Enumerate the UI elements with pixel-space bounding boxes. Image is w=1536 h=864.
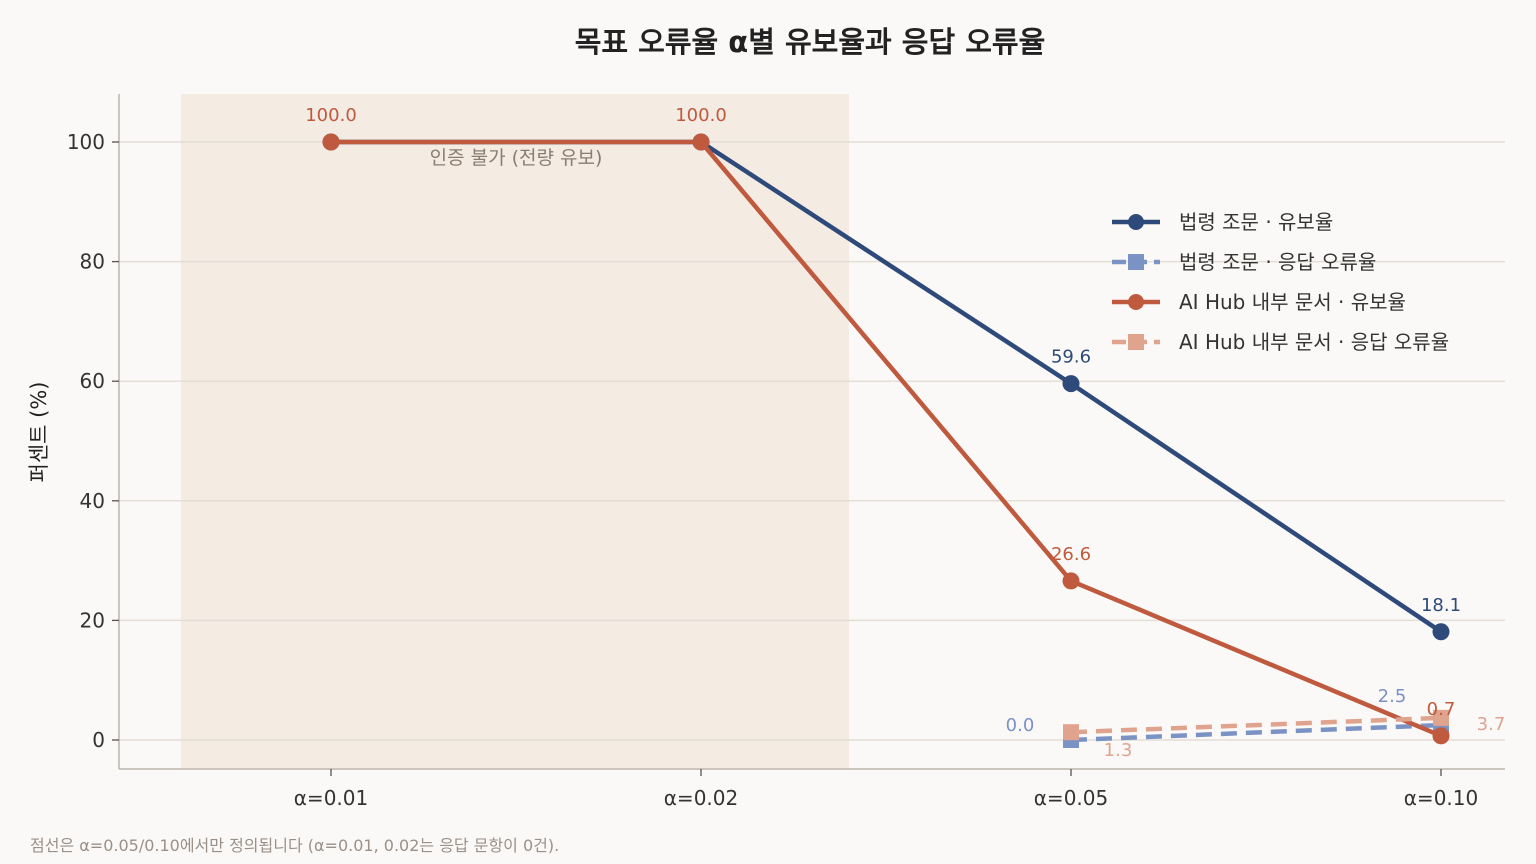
data-label-s2-1: 100.0 — [675, 105, 727, 126]
legend-marker-1 — [1128, 254, 1144, 270]
data-point-s2-0 — [322, 133, 340, 151]
data-label-s3-3: 3.7 — [1477, 714, 1506, 735]
data-point-s2-2 — [1062, 572, 1080, 590]
y-tick-label-60: 60 — [80, 369, 105, 393]
y-tick-label-80: 80 — [80, 250, 105, 274]
x-tick-label-3: α=0.10 — [1404, 786, 1478, 810]
legend-label-3: AI Hub 내부 문서 · 응답 오류율 — [1179, 330, 1449, 354]
data-label-s2-0: 100.0 — [305, 105, 357, 126]
legend-label-2: AI Hub 내부 문서 · 유보율 — [1179, 290, 1406, 314]
x-tick-label-2: α=0.05 — [1034, 786, 1108, 810]
legend-item-1: 법령 조문 · 응답 오류율 — [1112, 250, 1376, 274]
data-point-s3-2 — [1063, 724, 1079, 741]
data-label-layer: 59.6 18.1 0.0 2.5 100.0 100.0 26.6 0.7 1.3 3.7 — [305, 105, 1505, 761]
legend-marker-3 — [1128, 334, 1144, 350]
data-point-s0-3 — [1432, 623, 1450, 641]
series-line-1 — [1070, 722, 1442, 743]
legend-item-3: AI Hub 내부 문서 · 응답 오류율 — [1112, 330, 1449, 354]
series-3 — [1063, 709, 1449, 741]
footnote: 점선은 α=0.05/0.10에서만 정의됩니다 (α=0.01, 0.02는 … — [30, 836, 559, 855]
data-point-s3-3 — [1433, 709, 1449, 726]
shaded-region-layer — [181, 94, 849, 769]
data-point-s2-3 — [1432, 727, 1450, 745]
legend-marker-0 — [1128, 214, 1144, 230]
data-label-s3-2: 1.3 — [1104, 740, 1133, 761]
data-label-s1-3: 2.5 — [1378, 686, 1407, 707]
shaded-region-label: 인증 불가 (전량 유보) — [430, 147, 603, 169]
legend-item-2: AI Hub 내부 문서 · 유보율 — [1112, 290, 1406, 314]
legend-label-1: 법령 조문 · 응답 오류율 — [1179, 250, 1376, 274]
axes-layer: 0 20 40 60 80 100 α=0.01 α=0.02 α=0.05 α=0.10 — [67, 94, 1505, 810]
x-tick-label-0: α=0.01 — [294, 786, 368, 810]
legend-label-0: 법령 조문 · 유보율 — [1179, 210, 1333, 234]
y-tick-label-40: 40 — [80, 489, 105, 513]
y-axis-label: 퍼센트 (%) — [27, 382, 51, 483]
legend-marker-2 — [1128, 294, 1144, 310]
data-label-s1-2: 0.0 — [1006, 715, 1035, 736]
data-label-s0-2: 59.6 — [1051, 347, 1091, 368]
legend-item-0: 법령 조문 · 유보율 — [1112, 210, 1333, 234]
grid-layer — [119, 141, 1505, 741]
y-tick-label-0: 0 — [92, 728, 105, 752]
series-layer — [322, 133, 1450, 748]
series-line-2 — [331, 139, 1442, 738]
chart-title: 목표 오류율 α별 유보율과 응답 오류율 — [575, 25, 1046, 59]
data-label-s0-3: 18.1 — [1421, 595, 1461, 616]
series-line-3 — [1070, 715, 1442, 735]
shaded-region — [181, 94, 849, 769]
series-2 — [322, 133, 1450, 745]
y-tick-label-100: 100 — [67, 130, 105, 154]
y-tick-label-20: 20 — [80, 608, 105, 632]
data-point-s2-1 — [692, 133, 710, 151]
data-point-s0-2 — [1062, 375, 1080, 393]
data-label-s2-3: 0.7 — [1427, 699, 1456, 720]
data-label-s2-2: 26.6 — [1051, 544, 1091, 565]
x-tick-label-1: α=0.02 — [664, 786, 738, 810]
